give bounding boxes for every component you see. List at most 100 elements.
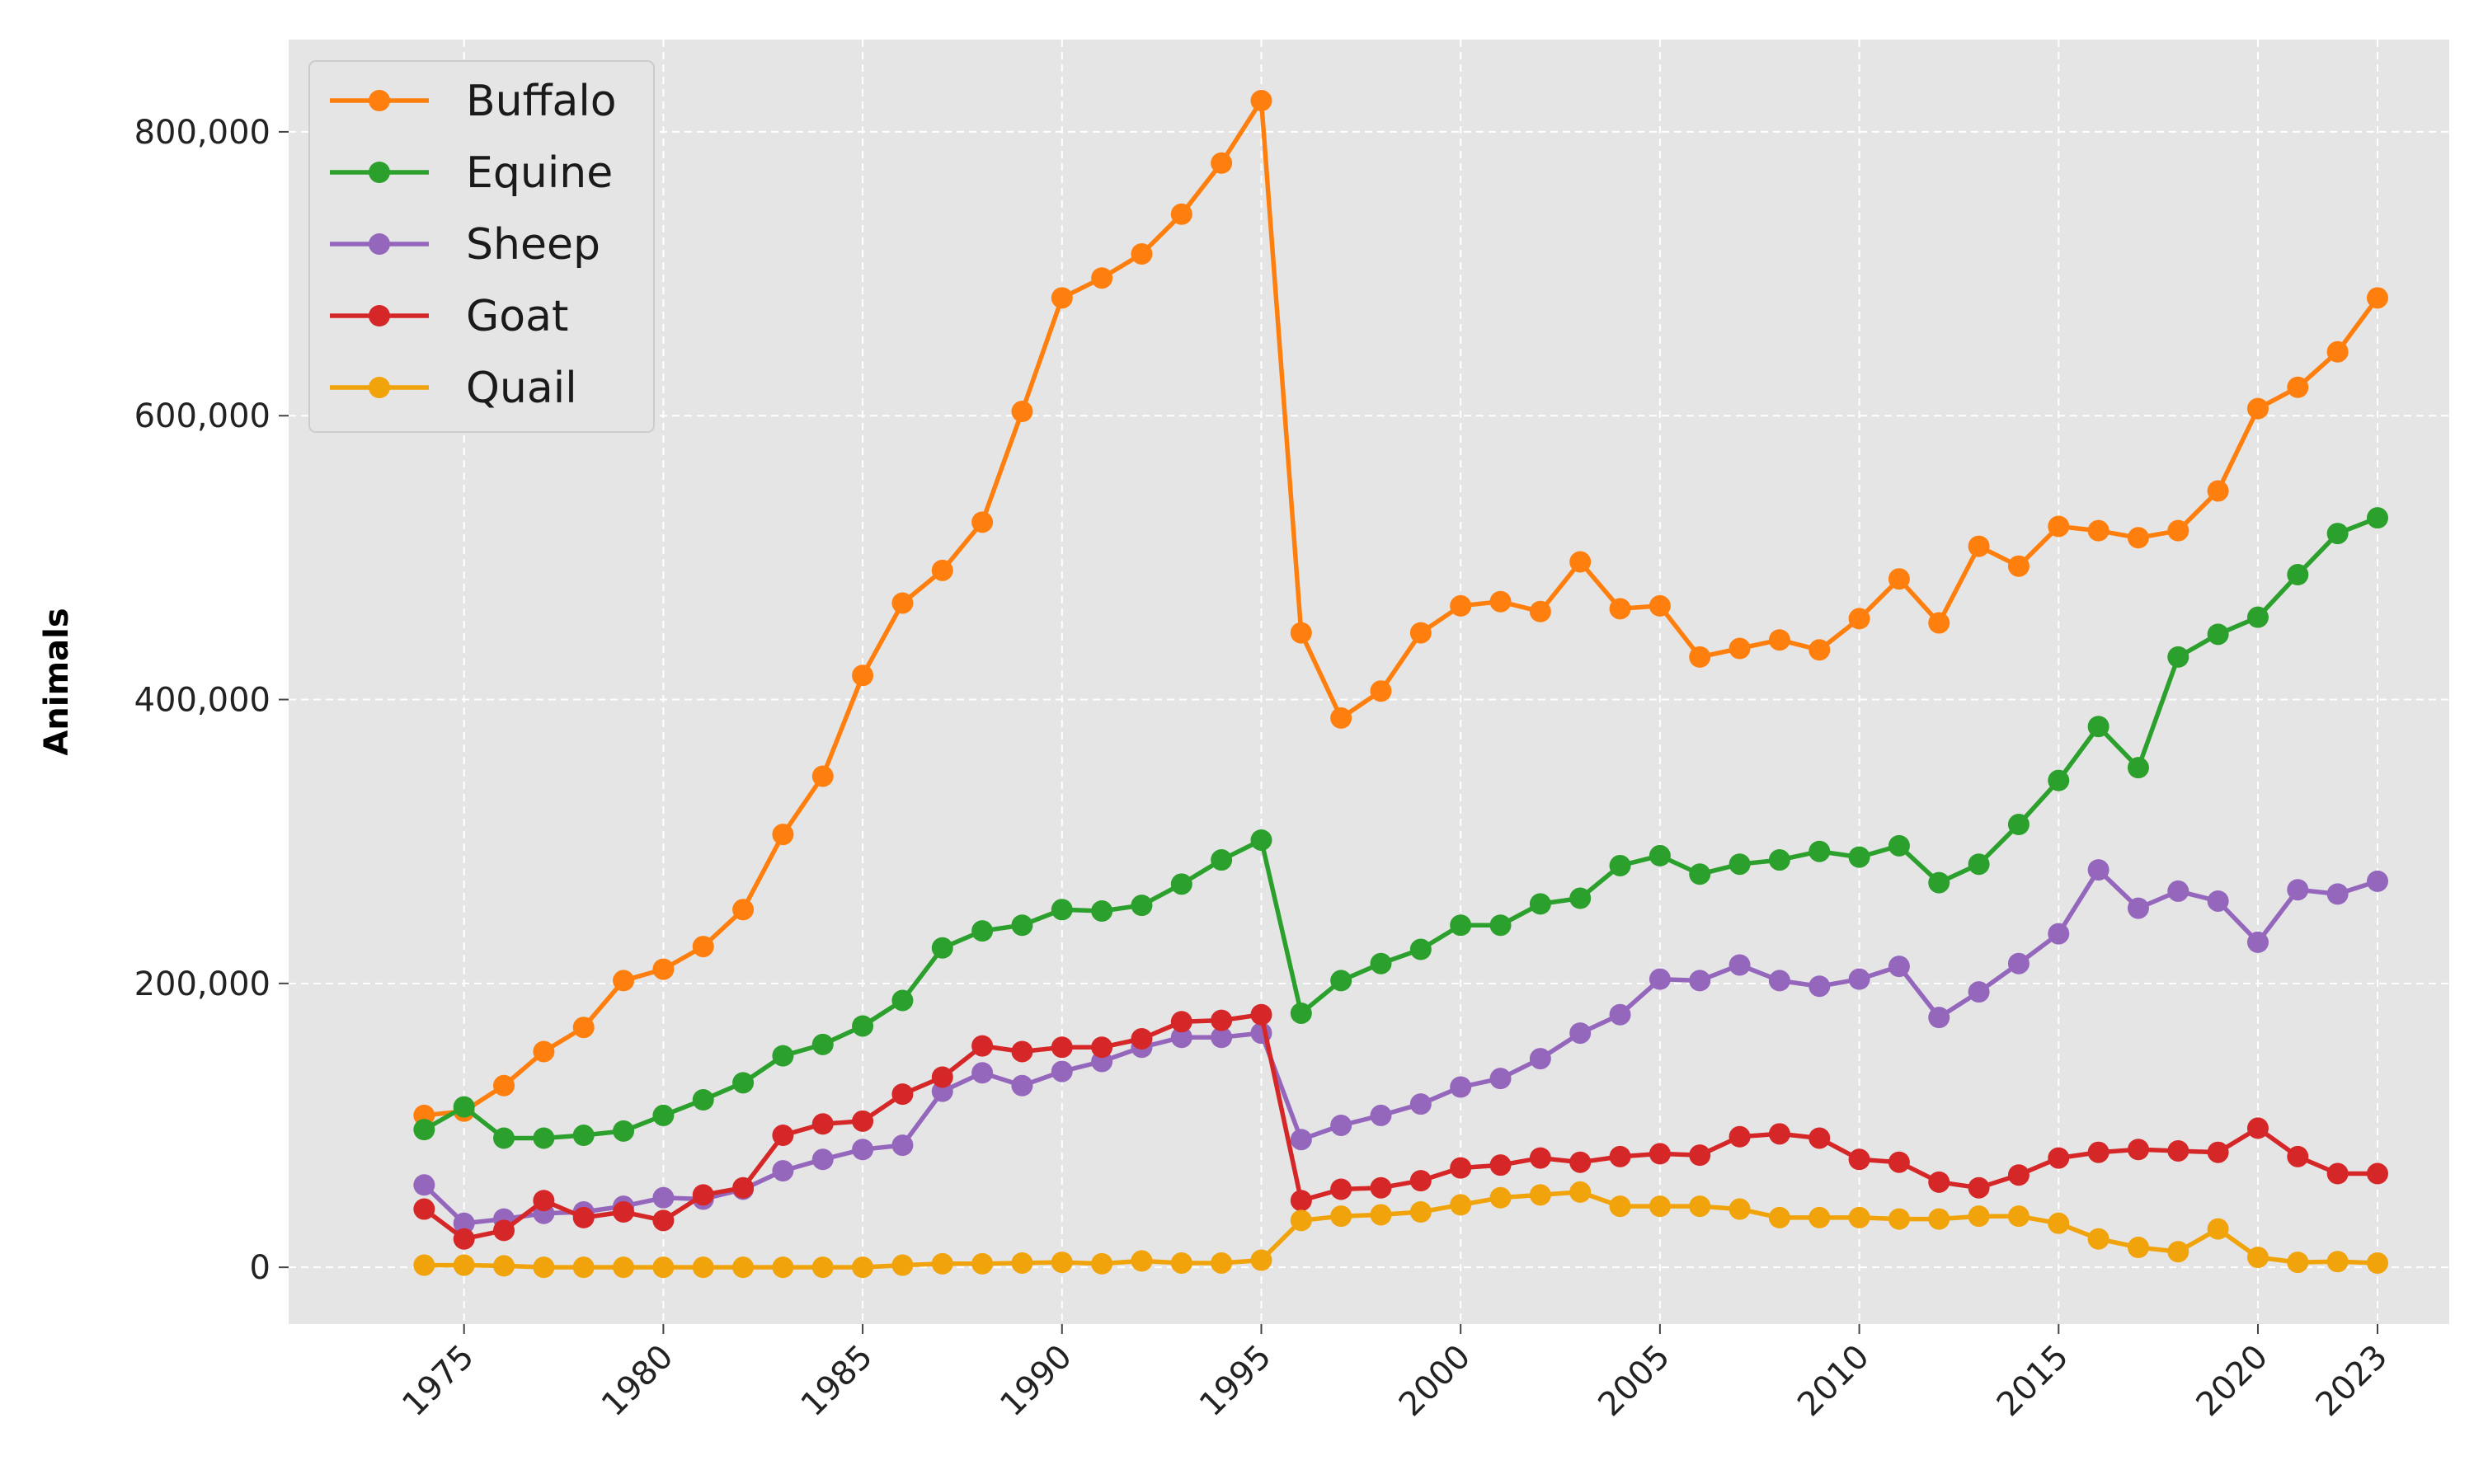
data-point-buffalo: [2207, 480, 2229, 502]
data-point-buffalo: [692, 936, 714, 958]
data-point-sheep: [1729, 954, 1751, 976]
data-point-sheep: [453, 1212, 475, 1234]
data-point-goat: [1649, 1143, 1671, 1165]
series-quail: [413, 1181, 2388, 1279]
data-point-equine: [1569, 887, 1592, 909]
data-point-goat: [1011, 1040, 1033, 1063]
data-point-quail: [2087, 1228, 2109, 1250]
data-point-buffalo: [1569, 551, 1592, 573]
x-tick-label: 2015: [1990, 1338, 2077, 1425]
data-point-quail: [2048, 1212, 2070, 1234]
data-point-quail: [2287, 1252, 2309, 1274]
data-point-buffalo: [2366, 287, 2388, 309]
legend: Buffalo Equine Sheep Goat Quail: [308, 60, 655, 433]
data-point-equine: [2207, 623, 2229, 646]
data-point-buffalo: [652, 958, 675, 980]
data-point-buffalo: [1689, 646, 1711, 668]
data-point-sheep: [1489, 1068, 1512, 1090]
data-point-quail: [732, 1256, 755, 1279]
data-point-quail: [2246, 1247, 2269, 1269]
data-point-sheep: [1370, 1104, 1392, 1126]
data-point-sheep: [1211, 1026, 1233, 1049]
data-point-equine: [1888, 834, 1910, 857]
data-point-quail: [1808, 1206, 1831, 1228]
data-point-quail: [971, 1252, 994, 1275]
data-point-equine: [1051, 899, 1073, 921]
x-tick-label: 2023: [2309, 1338, 2396, 1425]
data-point-sheep: [852, 1139, 874, 1161]
data-point-equine: [811, 1033, 834, 1055]
data-point-goat: [453, 1228, 475, 1250]
data-point-buffalo: [1211, 152, 1233, 174]
data-point-sheep: [652, 1186, 675, 1209]
data-point-quail: [1569, 1181, 1592, 1203]
data-point-buffalo: [1131, 242, 1153, 265]
data-point-equine: [1848, 846, 1870, 868]
data-point-equine: [852, 1015, 874, 1037]
data-point-equine: [1489, 914, 1512, 937]
data-point-buffalo: [1091, 267, 1113, 289]
data-point-goat: [1609, 1145, 1631, 1167]
data-point-buffalo: [1529, 600, 1551, 622]
data-point-quail: [2366, 1252, 2388, 1274]
legend-marker-quail: [369, 377, 390, 398]
data-point-equine: [493, 1127, 515, 1149]
data-point-goat: [1729, 1125, 1751, 1148]
data-point-buffalo: [732, 899, 755, 921]
data-point-goat: [971, 1035, 994, 1057]
data-point-goat: [1409, 1170, 1432, 1192]
x-tick-label: 1980: [595, 1338, 681, 1425]
data-point-goat: [533, 1190, 555, 1212]
data-point-equine: [2127, 757, 2149, 779]
data-point-equine: [533, 1127, 555, 1149]
data-point-sheep: [1011, 1074, 1033, 1097]
data-point-goat: [1689, 1144, 1711, 1167]
data-point-goat: [1330, 1178, 1352, 1200]
data-point-sheep: [772, 1160, 794, 1182]
data-point-equine: [2366, 507, 2388, 529]
data-point-quail: [1729, 1198, 1751, 1220]
data-point-goat: [613, 1200, 635, 1223]
legend-marker-goat: [369, 305, 390, 326]
y-tick-label: 800,000: [134, 114, 270, 152]
data-point-equine: [1768, 849, 1790, 871]
data-point-equine: [2048, 769, 2070, 791]
data-point-equine: [1928, 871, 1950, 894]
data-point-goat: [1529, 1147, 1551, 1169]
data-point-goat: [2048, 1147, 2070, 1169]
data-point-buffalo: [811, 765, 834, 787]
data-point-equine: [613, 1120, 635, 1142]
data-point-equine: [2287, 564, 2309, 586]
data-point-goat: [1131, 1027, 1153, 1050]
data-point-goat: [1370, 1176, 1392, 1199]
data-point-buffalo: [572, 1017, 595, 1039]
data-point-equine: [1011, 914, 1033, 937]
data-point-equine: [1290, 1002, 1312, 1024]
y-tick-label: 200,000: [134, 965, 270, 1003]
data-point-quail: [572, 1256, 595, 1279]
data-point-buffalo: [1729, 637, 1751, 660]
series-equine: [413, 507, 2388, 1149]
data-point-quail: [1051, 1252, 1073, 1274]
data-point-buffalo: [1170, 203, 1192, 225]
data-point-quail: [1768, 1206, 1790, 1228]
data-point-sheep: [2246, 931, 2269, 953]
data-point-quail: [811, 1256, 834, 1279]
data-point-goat: [2127, 1139, 2149, 1161]
data-point-buffalo: [2167, 519, 2189, 542]
data-point-equine: [1729, 853, 1751, 876]
data-point-goat: [692, 1184, 714, 1206]
data-point-goat: [1250, 1003, 1272, 1026]
data-point-equine: [1330, 970, 1352, 992]
data-point-sheep: [2007, 952, 2030, 974]
data-point-sheep: [2127, 897, 2149, 919]
series-buffalo: [413, 90, 2388, 1126]
data-point-equine: [1409, 938, 1432, 960]
data-point-quail: [613, 1256, 635, 1279]
data-point-equine: [772, 1045, 794, 1067]
data-point-sheep: [1609, 1003, 1631, 1026]
data-point-buffalo: [2287, 376, 2309, 398]
data-point-sheep: [1928, 1007, 1950, 1029]
data-point-equine: [1211, 849, 1233, 871]
y-tick-label: 0: [250, 1249, 270, 1287]
